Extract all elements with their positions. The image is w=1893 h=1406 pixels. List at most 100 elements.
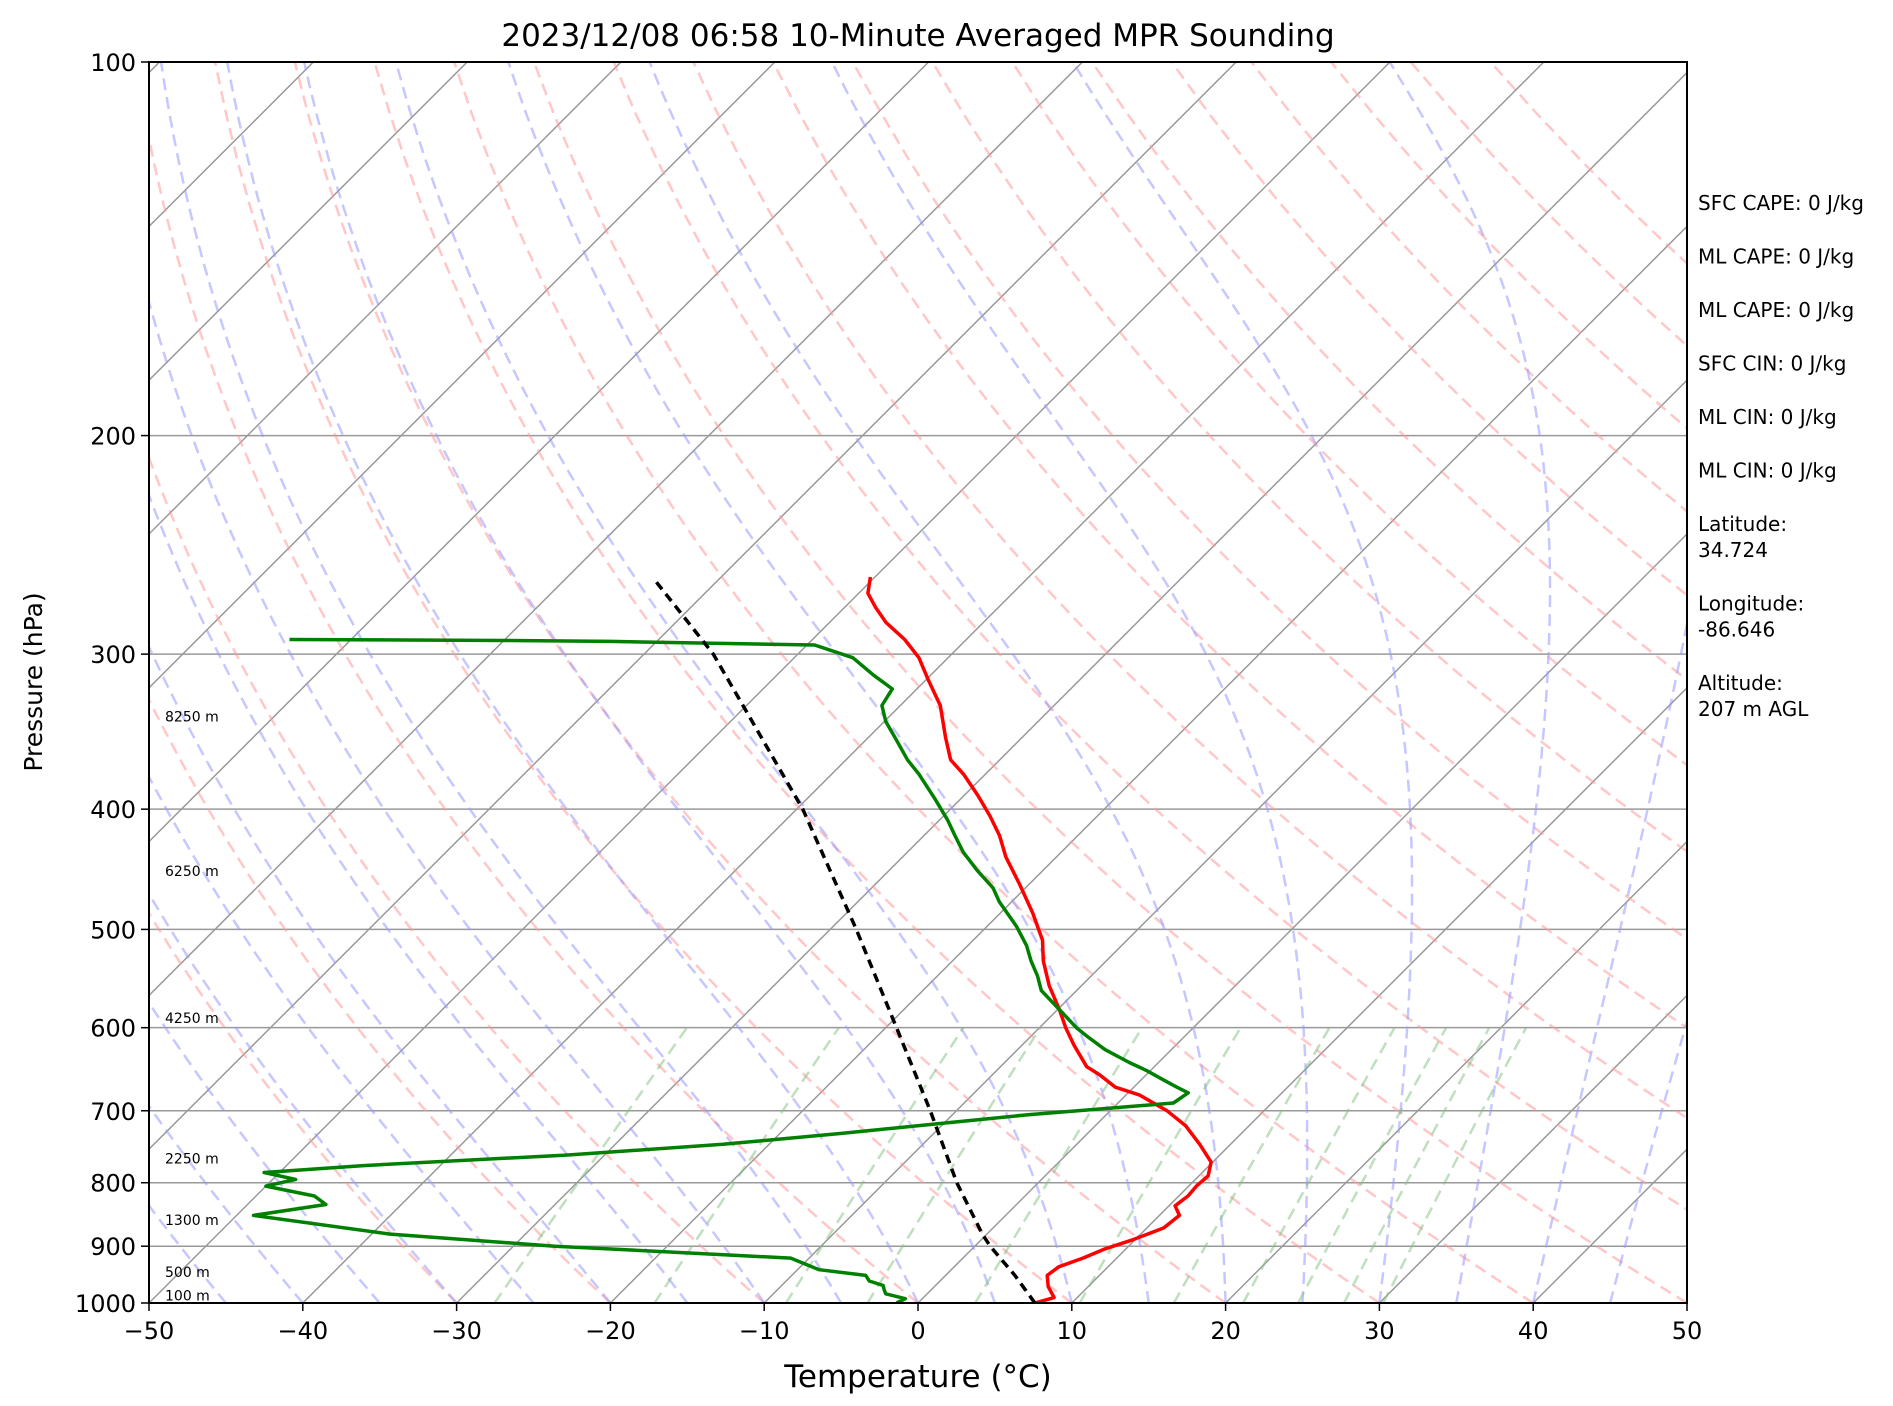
stats-text: SFC CIN: 0 J/kg bbox=[1698, 352, 1846, 376]
y-tick-label: 300 bbox=[90, 641, 136, 669]
x-tick-label: 40 bbox=[1518, 1317, 1549, 1345]
x-tick-label: −40 bbox=[277, 1317, 328, 1345]
stats-text: ML CAPE: 0 J/kg bbox=[1698, 245, 1854, 269]
x-tick-label: −30 bbox=[431, 1317, 482, 1345]
moist-adiabat-line bbox=[394, 62, 1074, 1303]
x-tick-label: −20 bbox=[585, 1317, 636, 1345]
dry-adiabat-line bbox=[771, 62, 1687, 1030]
dry-adiabat-line bbox=[532, 62, 1687, 1303]
mixing-ratio-line bbox=[1078, 1027, 1242, 1303]
moist-adiabat-line bbox=[149, 1000, 381, 1303]
isotherm-line bbox=[149, 62, 1391, 1303]
isotherm-line bbox=[149, 62, 930, 843]
height-labels: 8250 m 6250 m 4250 m 2250 m 1300 m 500 m 100 m bbox=[165, 710, 219, 1305]
mixing-ratio-line bbox=[1172, 1027, 1331, 1303]
moist-adiabat-line bbox=[1388, 62, 1552, 1303]
isotherm-line bbox=[149, 62, 468, 382]
isotherm-line bbox=[609, 225, 1687, 1303]
sounding-lines bbox=[251, 576, 1213, 1303]
dry-adiabat-line bbox=[453, 62, 1534, 1303]
isotherm-line bbox=[149, 62, 622, 536]
x-tick-label: −10 bbox=[739, 1317, 790, 1345]
mixing-ratio-line bbox=[1242, 1027, 1396, 1303]
x-tick-label: 10 bbox=[1057, 1317, 1088, 1345]
mixing-ratio-line bbox=[493, 1026, 688, 1303]
stats-text: 207 m AGL bbox=[1698, 697, 1809, 721]
y-axis-label: Pressure (hPa) bbox=[19, 592, 48, 771]
isotherm-line bbox=[1071, 686, 1687, 1303]
dry-adiabat-line bbox=[373, 62, 1381, 1303]
dry-adiabat-line bbox=[149, 910, 458, 1303]
moist-adiabat-line bbox=[149, 774, 535, 1303]
dry-adiabat-line bbox=[931, 62, 1687, 854]
mixing-ratio-line bbox=[974, 1027, 1144, 1303]
y-axis-ticks: 100 200 300 400 500 600 700 800 900 1000 bbox=[75, 49, 149, 1318]
height-label: 2250 m bbox=[165, 1152, 219, 1168]
moist-adiabat-line bbox=[149, 643, 612, 1303]
stats-text: Longitude: bbox=[1698, 592, 1804, 616]
mixing-ratio-line bbox=[1342, 1027, 1491, 1303]
height-label: 1300 m bbox=[165, 1213, 219, 1229]
parcel-line bbox=[654, 580, 1037, 1303]
temperature-line bbox=[866, 576, 1213, 1303]
y-tick-label: 700 bbox=[90, 1098, 136, 1126]
y-tick-label: 400 bbox=[90, 796, 136, 824]
isotherm-line bbox=[149, 62, 1237, 1151]
dry-adiabat-line bbox=[612, 62, 1687, 1212]
height-label: 6250 m bbox=[165, 864, 219, 880]
stats-text: ML CIN: 0 J/kg bbox=[1698, 459, 1837, 483]
mixing-ratio-line bbox=[653, 1026, 840, 1303]
moist-adiabat-line bbox=[1071, 62, 1414, 1303]
dry-adiabat-line bbox=[213, 62, 1073, 1303]
stats-text: 34.724 bbox=[1698, 538, 1768, 562]
x-tick-label: 30 bbox=[1364, 1317, 1395, 1345]
x-axis-label: Temperature (°C) bbox=[783, 1359, 1052, 1395]
background-lines bbox=[149, 62, 1687, 1303]
moist-adiabat-line bbox=[149, 297, 766, 1303]
isotherm-line bbox=[149, 62, 1083, 997]
moist-adiabat-line bbox=[302, 62, 997, 1303]
moist-adiabat-line bbox=[225, 62, 920, 1303]
dry-adiabat-line bbox=[149, 454, 766, 1303]
isotherm-line bbox=[149, 62, 776, 689]
mixing-ratio-line bbox=[1297, 1027, 1448, 1303]
y-tick-label: 200 bbox=[90, 423, 136, 451]
stats-text: ML CIN: 0 J/kg bbox=[1698, 405, 1837, 429]
moist-adiabat-line bbox=[1531, 617, 1687, 1303]
mixing-ratio-line bbox=[866, 1027, 1042, 1303]
isotherm-line bbox=[456, 71, 1687, 1303]
dewpoint-line bbox=[251, 637, 1190, 1303]
dry-adiabat-line bbox=[293, 62, 1227, 1303]
stats-text: ML CAPE: 0 J/kg bbox=[1698, 298, 1854, 322]
y-tick-label: 800 bbox=[90, 1170, 136, 1198]
y-tick-label: 100 bbox=[90, 49, 136, 77]
stats-text: SFC CAPE: 0 J/kg bbox=[1698, 191, 1864, 215]
moist-adiabat-line bbox=[830, 62, 1309, 1303]
isotherm-line bbox=[1378, 994, 1687, 1303]
isotherm-line bbox=[1225, 840, 1687, 1303]
chart-title: 2023/12/08 06:58 10-Minute Averaged MPR … bbox=[501, 18, 1334, 54]
y-tick-label: 1000 bbox=[75, 1290, 136, 1318]
stats-panel: SFC CAPE: 0 J/kg ML CAPE: 0 J/kg ML CAPE: … bbox=[1698, 191, 1864, 721]
dry-adiabat-line bbox=[1170, 62, 1687, 597]
x-axis-ticks: −50 −40 −30 −20 −10 0 10 20 30 40 50 bbox=[124, 1303, 1703, 1345]
moist-adiabat-line bbox=[648, 62, 1227, 1303]
height-label: 4250 m bbox=[165, 1011, 219, 1027]
stats-text: Latitude: bbox=[1698, 512, 1787, 536]
stats-text: -86.646 bbox=[1698, 618, 1775, 642]
height-label: 500 m bbox=[165, 1265, 210, 1281]
x-tick-label: 50 bbox=[1672, 1317, 1703, 1345]
dry-adiabat-line bbox=[692, 62, 1687, 1120]
isotherm-line bbox=[763, 379, 1687, 1303]
x-tick-label: 0 bbox=[910, 1317, 925, 1345]
moist-adiabat-line bbox=[159, 62, 843, 1303]
dry-adiabat-line bbox=[149, 131, 919, 1303]
x-tick-label: −50 bbox=[124, 1317, 175, 1345]
y-tick-label: 500 bbox=[90, 916, 136, 944]
y-tick-label: 900 bbox=[90, 1233, 136, 1261]
height-label: 100 m bbox=[165, 1288, 210, 1304]
dry-adiabat-line bbox=[851, 62, 1687, 941]
dry-adiabat-line bbox=[149, 697, 612, 1303]
stats-text: Altitude: bbox=[1698, 671, 1783, 695]
